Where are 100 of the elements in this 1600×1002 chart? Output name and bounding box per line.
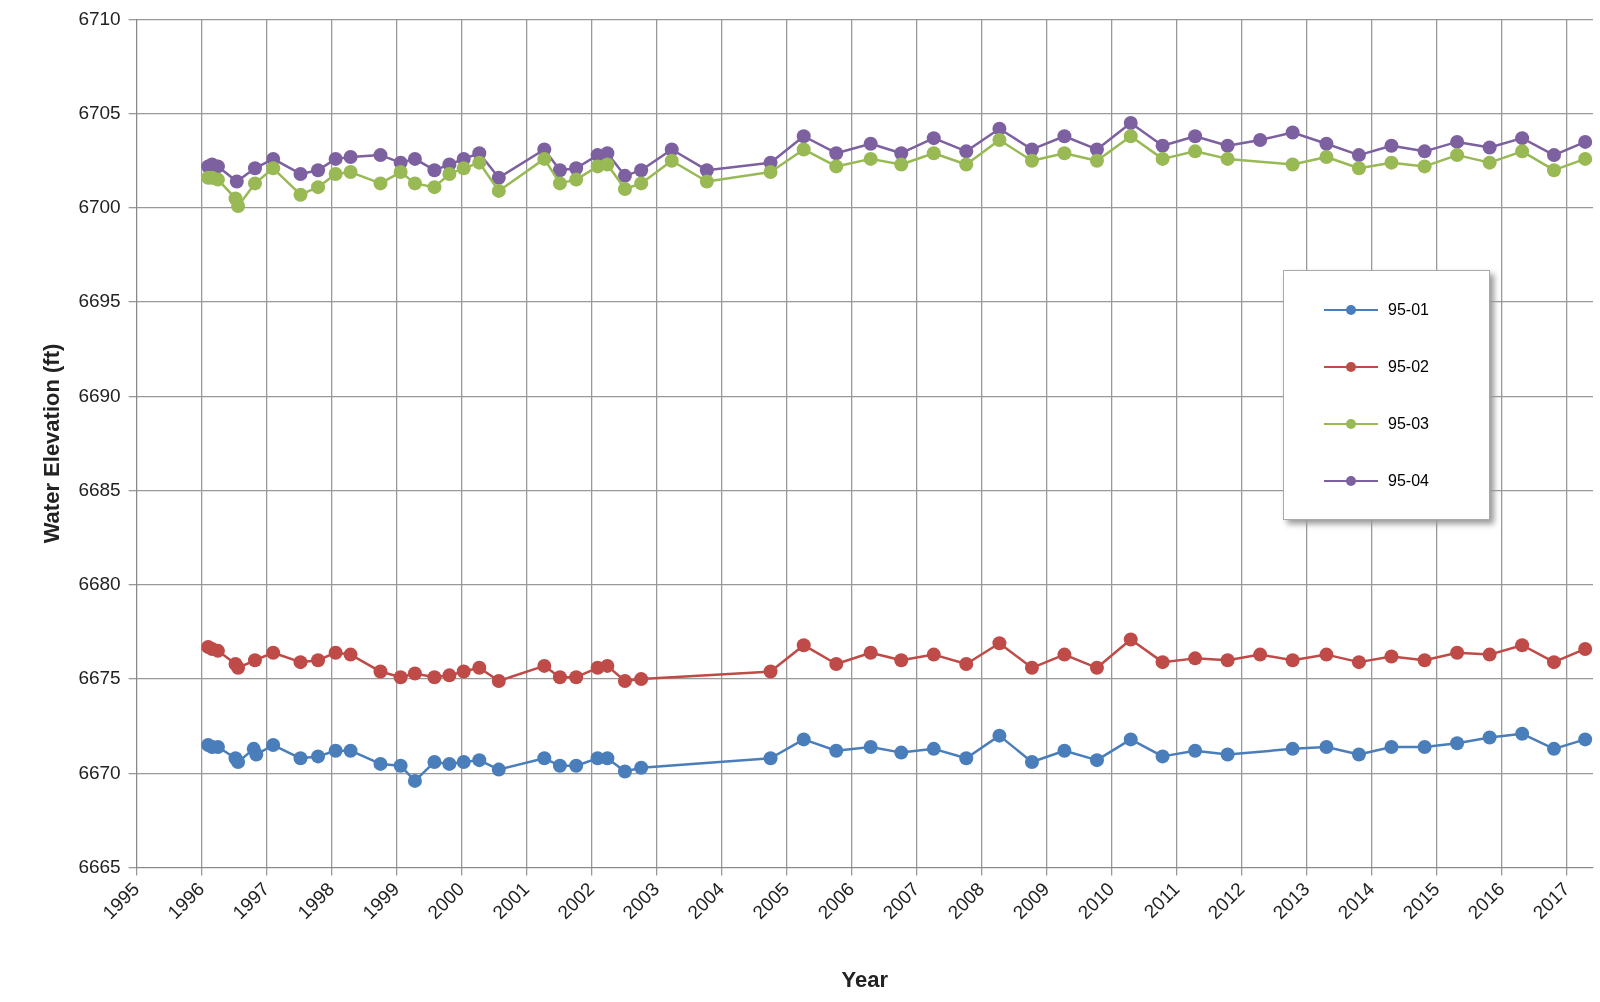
point: [1319, 647, 1334, 662]
point: [1546, 655, 1561, 670]
point: [1546, 741, 1561, 756]
point: [829, 657, 844, 672]
point: [1450, 645, 1465, 660]
point: [829, 159, 844, 174]
point: [617, 182, 632, 197]
y-tick-label: 6665: [78, 855, 121, 877]
point: [634, 672, 649, 687]
point: [1188, 651, 1203, 666]
point: [1220, 747, 1235, 762]
point: [248, 176, 262, 191]
point: [1057, 647, 1072, 662]
y-axis-title: Water Elevation (ft): [39, 343, 65, 544]
point: [1515, 144, 1530, 159]
point: [249, 747, 264, 762]
point: [552, 758, 567, 773]
point: [1515, 726, 1530, 741]
point: [617, 168, 632, 183]
point: [1384, 138, 1399, 153]
point: [1546, 163, 1561, 178]
point: [1351, 148, 1366, 163]
y-tick-label: 6700: [78, 196, 121, 218]
point: [1220, 653, 1235, 668]
point: [796, 142, 811, 157]
point: [1482, 155, 1497, 170]
point: [328, 166, 343, 181]
point: [373, 756, 388, 771]
point: [763, 165, 778, 180]
point: [634, 760, 649, 775]
point: [1057, 129, 1072, 144]
point: [1220, 138, 1235, 153]
point: [1057, 146, 1072, 161]
point: [634, 176, 649, 191]
point: [1024, 755, 1039, 770]
y-tick-label: 6685: [78, 478, 121, 500]
point: [1384, 739, 1399, 754]
point: [863, 739, 878, 754]
point: [1515, 131, 1530, 146]
y-tick-label: 6695: [78, 290, 121, 312]
point: [343, 647, 358, 662]
point: [1123, 732, 1138, 747]
y-tick-label: 6705: [78, 101, 121, 123]
point: [992, 636, 1007, 651]
point: [343, 165, 358, 180]
point: [796, 638, 811, 653]
point: [266, 645, 281, 660]
point: [393, 758, 408, 773]
point: [442, 668, 457, 683]
point: [1089, 753, 1104, 768]
point: [491, 673, 506, 688]
point: [1578, 134, 1593, 149]
point: [1253, 647, 1268, 662]
point: [1024, 153, 1039, 168]
point: [1417, 653, 1432, 668]
point: [407, 151, 422, 166]
point: [926, 131, 941, 146]
point: [1450, 148, 1465, 163]
point: [959, 157, 974, 172]
point: [231, 755, 246, 770]
point: [617, 673, 632, 688]
point: [293, 655, 308, 670]
point: [1188, 129, 1203, 144]
point: [1220, 151, 1235, 166]
point: [1351, 161, 1366, 176]
point: [1482, 647, 1497, 662]
point: [863, 645, 878, 660]
point: [373, 176, 388, 191]
point: [537, 658, 552, 673]
point: [293, 751, 308, 766]
y-tick-label: 6670: [78, 761, 121, 783]
point: [393, 670, 408, 685]
point: [328, 151, 343, 166]
y-tick-label: 6690: [78, 384, 121, 406]
point: [456, 664, 471, 679]
point: [926, 146, 941, 161]
point: [1188, 144, 1203, 159]
point: [894, 157, 909, 172]
point: [311, 653, 326, 668]
point: [1450, 134, 1465, 149]
point: [231, 199, 246, 213]
point: [569, 161, 584, 176]
point: [472, 660, 487, 675]
point: [569, 172, 584, 187]
point: [1482, 730, 1497, 745]
point: [829, 743, 844, 758]
point: [763, 751, 778, 766]
point: [664, 142, 679, 157]
point: [472, 753, 487, 768]
point: [1123, 129, 1138, 144]
point: [894, 745, 909, 760]
point: [311, 180, 326, 195]
point: [1482, 140, 1497, 155]
point: [1319, 739, 1334, 754]
point: [1089, 142, 1104, 157]
point: [328, 645, 343, 660]
point: [1417, 159, 1432, 174]
point: [699, 163, 714, 178]
point: [1123, 116, 1138, 131]
point: [863, 151, 878, 166]
